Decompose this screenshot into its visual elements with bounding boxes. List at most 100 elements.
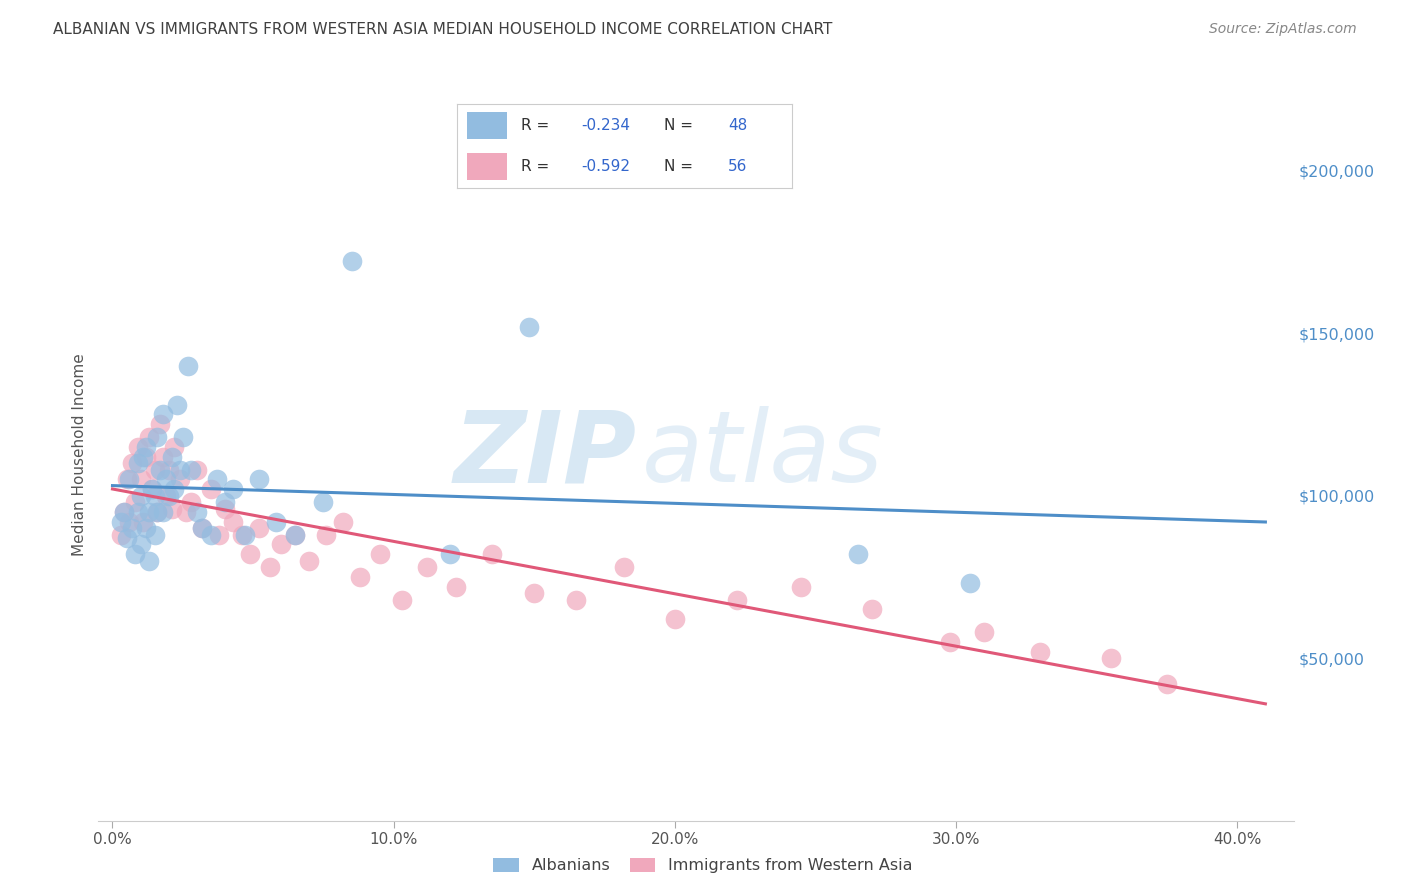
Point [124, 547, 146, 561]
Point [391, 592, 413, 607]
Point [132, 450, 155, 464]
Text: Source: ZipAtlas.com: Source: ZipAtlas.com [1209, 22, 1357, 37]
Point [312, 495, 335, 509]
Point [186, 462, 208, 476]
Point [208, 527, 231, 541]
Point [110, 527, 132, 541]
Point [177, 359, 200, 373]
Point [129, 489, 152, 503]
Point [138, 505, 160, 519]
Point [115, 472, 138, 486]
Point [264, 515, 287, 529]
Point [118, 515, 141, 529]
Point [180, 495, 202, 509]
Point [163, 440, 186, 454]
Point [222, 482, 245, 496]
Point [214, 495, 236, 509]
Point [127, 505, 149, 519]
Point [157, 489, 180, 503]
Point [152, 505, 174, 519]
Point [143, 462, 166, 476]
Point [169, 462, 191, 476]
Point [115, 531, 138, 545]
Point [368, 547, 391, 561]
Point [565, 592, 588, 607]
Point [110, 515, 132, 529]
Point [112, 505, 135, 519]
Point [155, 489, 177, 503]
Point [790, 580, 813, 594]
Point [127, 440, 149, 454]
Point [129, 537, 152, 551]
Text: ZIP: ZIP [453, 407, 637, 503]
Point [163, 482, 186, 496]
Point [143, 489, 166, 503]
Point [200, 482, 222, 496]
Point [247, 472, 270, 486]
Legend: Albanians, Immigrants from Western Asia: Albanians, Immigrants from Western Asia [486, 851, 920, 880]
Point [121, 521, 143, 535]
Point [959, 576, 981, 591]
Point [121, 456, 143, 470]
Point [231, 527, 253, 541]
Point [191, 521, 214, 535]
Point [132, 515, 155, 529]
Point [160, 501, 183, 516]
Point [298, 553, 321, 567]
Point [284, 527, 307, 541]
Point [118, 472, 141, 486]
Point [214, 501, 236, 516]
Point [146, 505, 169, 519]
Point [1099, 651, 1122, 665]
Point [112, 505, 135, 519]
Y-axis label: Median Household Income: Median Household Income [72, 353, 87, 557]
Point [152, 407, 174, 421]
Text: ALBANIAN VS IMMIGRANTS FROM WESTERN ASIA MEDIAN HOUSEHOLD INCOME CORRELATION CHA: ALBANIAN VS IMMIGRANTS FROM WESTERN ASIA… [53, 22, 832, 37]
Point [939, 635, 962, 649]
Point [259, 560, 281, 574]
Point [149, 417, 172, 431]
Point [138, 553, 160, 567]
Point [143, 527, 166, 541]
Point [332, 515, 354, 529]
Point [481, 547, 503, 561]
Point [725, 592, 748, 607]
Point [664, 612, 686, 626]
Point [146, 430, 169, 444]
Point [146, 505, 169, 519]
Point [172, 430, 194, 444]
Point [523, 586, 546, 600]
Point [141, 482, 163, 496]
Point [169, 472, 191, 486]
Point [1156, 677, 1178, 691]
Point [166, 398, 188, 412]
Point [129, 472, 152, 486]
Point [205, 472, 228, 486]
Point [174, 505, 197, 519]
Point [135, 440, 157, 454]
Point [846, 547, 869, 561]
Point [141, 482, 163, 496]
Point [416, 560, 439, 574]
Point [973, 625, 995, 640]
Text: atlas: atlas [643, 407, 884, 503]
Point [135, 521, 157, 535]
Point [233, 527, 256, 541]
Point [247, 521, 270, 535]
Point [138, 430, 160, 444]
Point [186, 505, 208, 519]
Point [180, 462, 202, 476]
Point [124, 495, 146, 509]
Point [349, 570, 371, 584]
Point [444, 580, 467, 594]
Point [1029, 644, 1052, 658]
Point [191, 521, 214, 535]
Point [860, 602, 883, 616]
Point [155, 472, 177, 486]
Point [149, 462, 172, 476]
Point [222, 515, 245, 529]
Point [517, 319, 540, 334]
Point [439, 547, 461, 561]
Point [315, 527, 337, 541]
Point [200, 527, 222, 541]
